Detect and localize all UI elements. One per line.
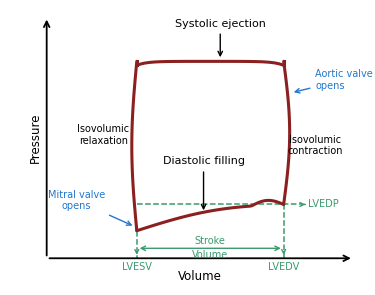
Text: Diastolic filling: Diastolic filling <box>162 156 244 209</box>
Text: LVESV: LVESV <box>122 262 152 272</box>
Text: LVEDV: LVEDV <box>268 262 299 272</box>
Text: Pressure: Pressure <box>28 112 42 163</box>
Text: Stroke: Stroke <box>195 236 226 246</box>
Text: Systolic ejection: Systolic ejection <box>175 19 266 56</box>
Text: Volume: Volume <box>178 270 222 283</box>
Text: LVEDP: LVEDP <box>308 199 338 209</box>
Text: Aortic valve
opens: Aortic valve opens <box>295 69 373 93</box>
Text: Mitral valve
opens: Mitral valve opens <box>48 190 131 225</box>
Text: Isovolumic
relaxation: Isovolumic relaxation <box>77 124 129 146</box>
Text: Volume: Volume <box>192 250 228 260</box>
Text: Isovolumic
contraction: Isovolumic contraction <box>288 135 343 156</box>
